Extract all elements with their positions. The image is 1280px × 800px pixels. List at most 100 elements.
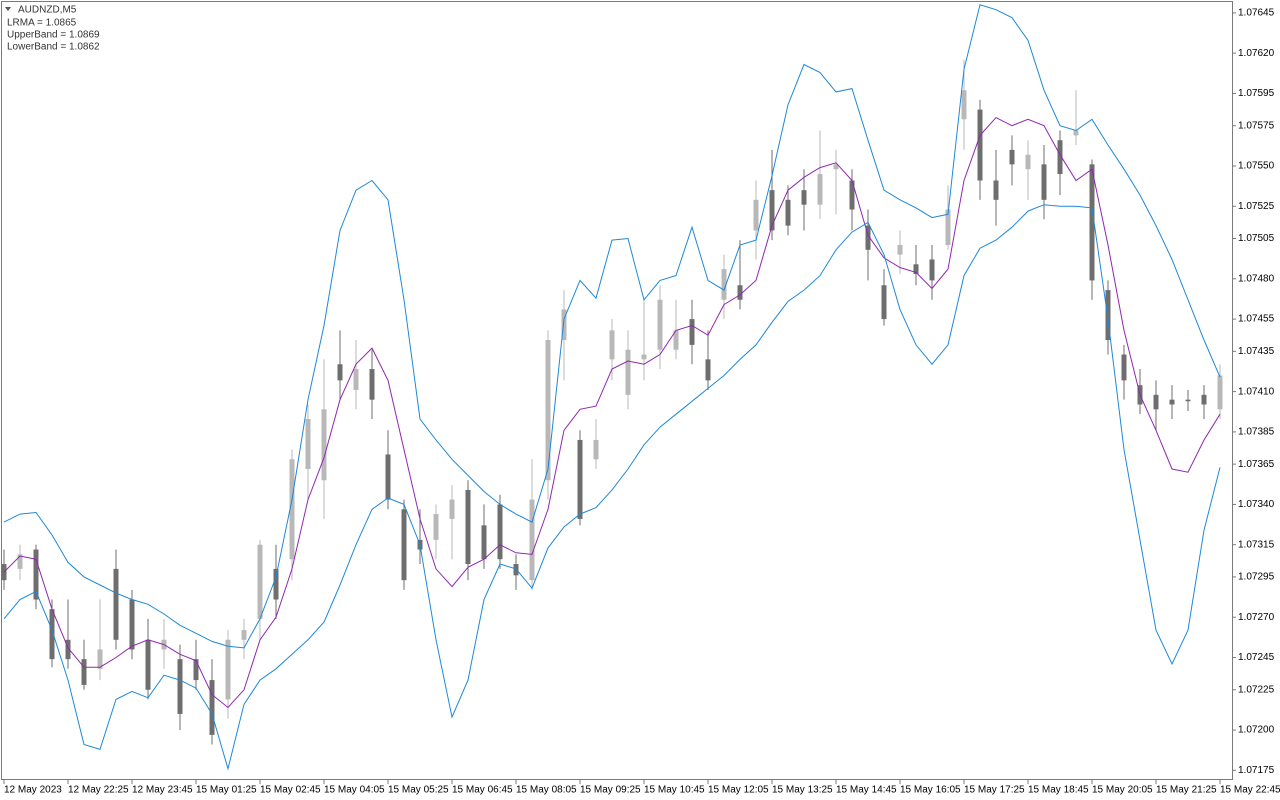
candle-body — [529, 499, 535, 581]
y-tick-label: 1.07480 — [1238, 273, 1275, 284]
x-tick-label: 15 May 20:05 — [1092, 785, 1153, 796]
candle-body — [1025, 154, 1031, 170]
y-tick-label: 1.07455 — [1238, 314, 1275, 325]
candle-body — [1089, 164, 1095, 281]
candle-body — [1217, 375, 1223, 410]
plot-area — [1, 4, 1223, 771]
candle-body — [305, 419, 311, 469]
candle-body — [225, 639, 231, 700]
indicator-line — [3, 4, 1221, 649]
candle-body — [1201, 394, 1207, 405]
candle-body — [369, 369, 375, 400]
candle-body — [385, 454, 391, 500]
legend-label: UpperBand = 1.0869 — [7, 30, 100, 41]
candle-body — [1009, 149, 1015, 165]
candle-body — [321, 409, 327, 481]
candle-body — [65, 639, 71, 660]
candle-body — [657, 299, 663, 350]
x-tick-label: 15 May 13:25 — [772, 785, 833, 796]
candle-body — [241, 630, 247, 640]
y-tick-label: 1.07620 — [1238, 48, 1275, 59]
candle-body — [929, 259, 935, 281]
candle-body — [721, 269, 727, 300]
x-tick-label: 15 May 17:25 — [964, 785, 1025, 796]
candle-body — [641, 354, 647, 360]
y-tick-label: 1.07385 — [1238, 427, 1275, 438]
y-tick-label: 1.07575 — [1238, 120, 1275, 131]
candle-body — [833, 164, 839, 170]
y-tick-label: 1.07315 — [1238, 539, 1275, 550]
y-tick-label: 1.07270 — [1238, 612, 1275, 623]
x-tick-label: 15 May 21:25 — [1156, 785, 1217, 796]
x-tick-label: 15 May 06:45 — [452, 785, 513, 796]
candle-body — [625, 349, 631, 395]
candle-body — [1057, 140, 1063, 175]
candle-body — [1169, 399, 1175, 405]
candle-body — [497, 504, 503, 560]
candle-body — [49, 609, 55, 660]
legend-label: LowerBand = 1.0862 — [7, 42, 100, 53]
x-tick-label: 15 May 22:45 — [1220, 785, 1280, 796]
candle-body — [1041, 164, 1047, 200]
plot-frame — [1, 1, 1233, 780]
y-tick-label: 1.07410 — [1238, 386, 1275, 397]
candle-body — [401, 509, 407, 581]
x-tick-label: 15 May 12:05 — [708, 785, 769, 796]
candle-body — [609, 330, 615, 360]
candle-body — [1073, 130, 1079, 136]
candle-body — [993, 180, 999, 200]
y-tick-label: 1.07645 — [1238, 8, 1275, 19]
candle-body — [1185, 399, 1191, 402]
candle-body — [337, 364, 343, 381]
candle-body — [17, 554, 23, 569]
y-tick-label: 1.07435 — [1238, 346, 1275, 357]
x-tick-label: 12 May 2023 — [4, 785, 62, 796]
candle-body — [977, 109, 983, 181]
candle-body — [465, 489, 471, 565]
candle-body — [1121, 354, 1127, 381]
candle-body — [33, 549, 39, 600]
y-tick-label: 1.07595 — [1238, 88, 1275, 99]
y-tick-label: 1.07175 — [1238, 765, 1275, 776]
candle-body — [513, 564, 519, 576]
candle-body — [129, 599, 135, 650]
candle-body — [1, 564, 7, 581]
x-tick-label: 15 May 14:45 — [836, 785, 897, 796]
x-tick-label: 15 May 02:45 — [260, 785, 321, 796]
candle-body — [881, 285, 887, 320]
candle-body — [961, 90, 967, 120]
candle-body — [209, 680, 215, 735]
candle-body — [801, 190, 807, 205]
candle-body — [785, 199, 791, 226]
candle-body — [193, 659, 199, 681]
x-tick-label: 15 May 01:25 — [196, 785, 257, 796]
y-tick-label: 1.07550 — [1238, 161, 1275, 172]
candle-body — [849, 180, 855, 210]
candle-body — [673, 330, 679, 350]
legend-label: LRMA = 1.0865 — [7, 18, 77, 29]
x-tick-label: 15 May 05:25 — [388, 785, 449, 796]
candle-body — [817, 174, 823, 205]
candle-body — [1105, 290, 1111, 341]
candle-body — [433, 514, 439, 540]
y-tick-label: 1.07295 — [1238, 572, 1275, 583]
candle-body — [897, 244, 903, 255]
indicator-line — [3, 204, 1221, 771]
candle-body — [113, 568, 119, 640]
candle-body — [177, 659, 183, 714]
candle-body — [561, 309, 567, 341]
candle-body — [353, 369, 359, 390]
candle-body — [737, 285, 743, 300]
candle-body — [769, 190, 775, 231]
y-tick-label: 1.07200 — [1238, 725, 1275, 736]
candle-body — [705, 359, 711, 381]
x-tick-label: 15 May 18:45 — [1028, 785, 1089, 796]
collapse-arrow[interactable] — [5, 7, 11, 11]
y-tick-label: 1.07225 — [1238, 684, 1275, 695]
candle-body — [753, 199, 759, 231]
candle-body — [481, 525, 487, 560]
candle-body — [945, 209, 951, 245]
candle-body — [273, 568, 279, 600]
